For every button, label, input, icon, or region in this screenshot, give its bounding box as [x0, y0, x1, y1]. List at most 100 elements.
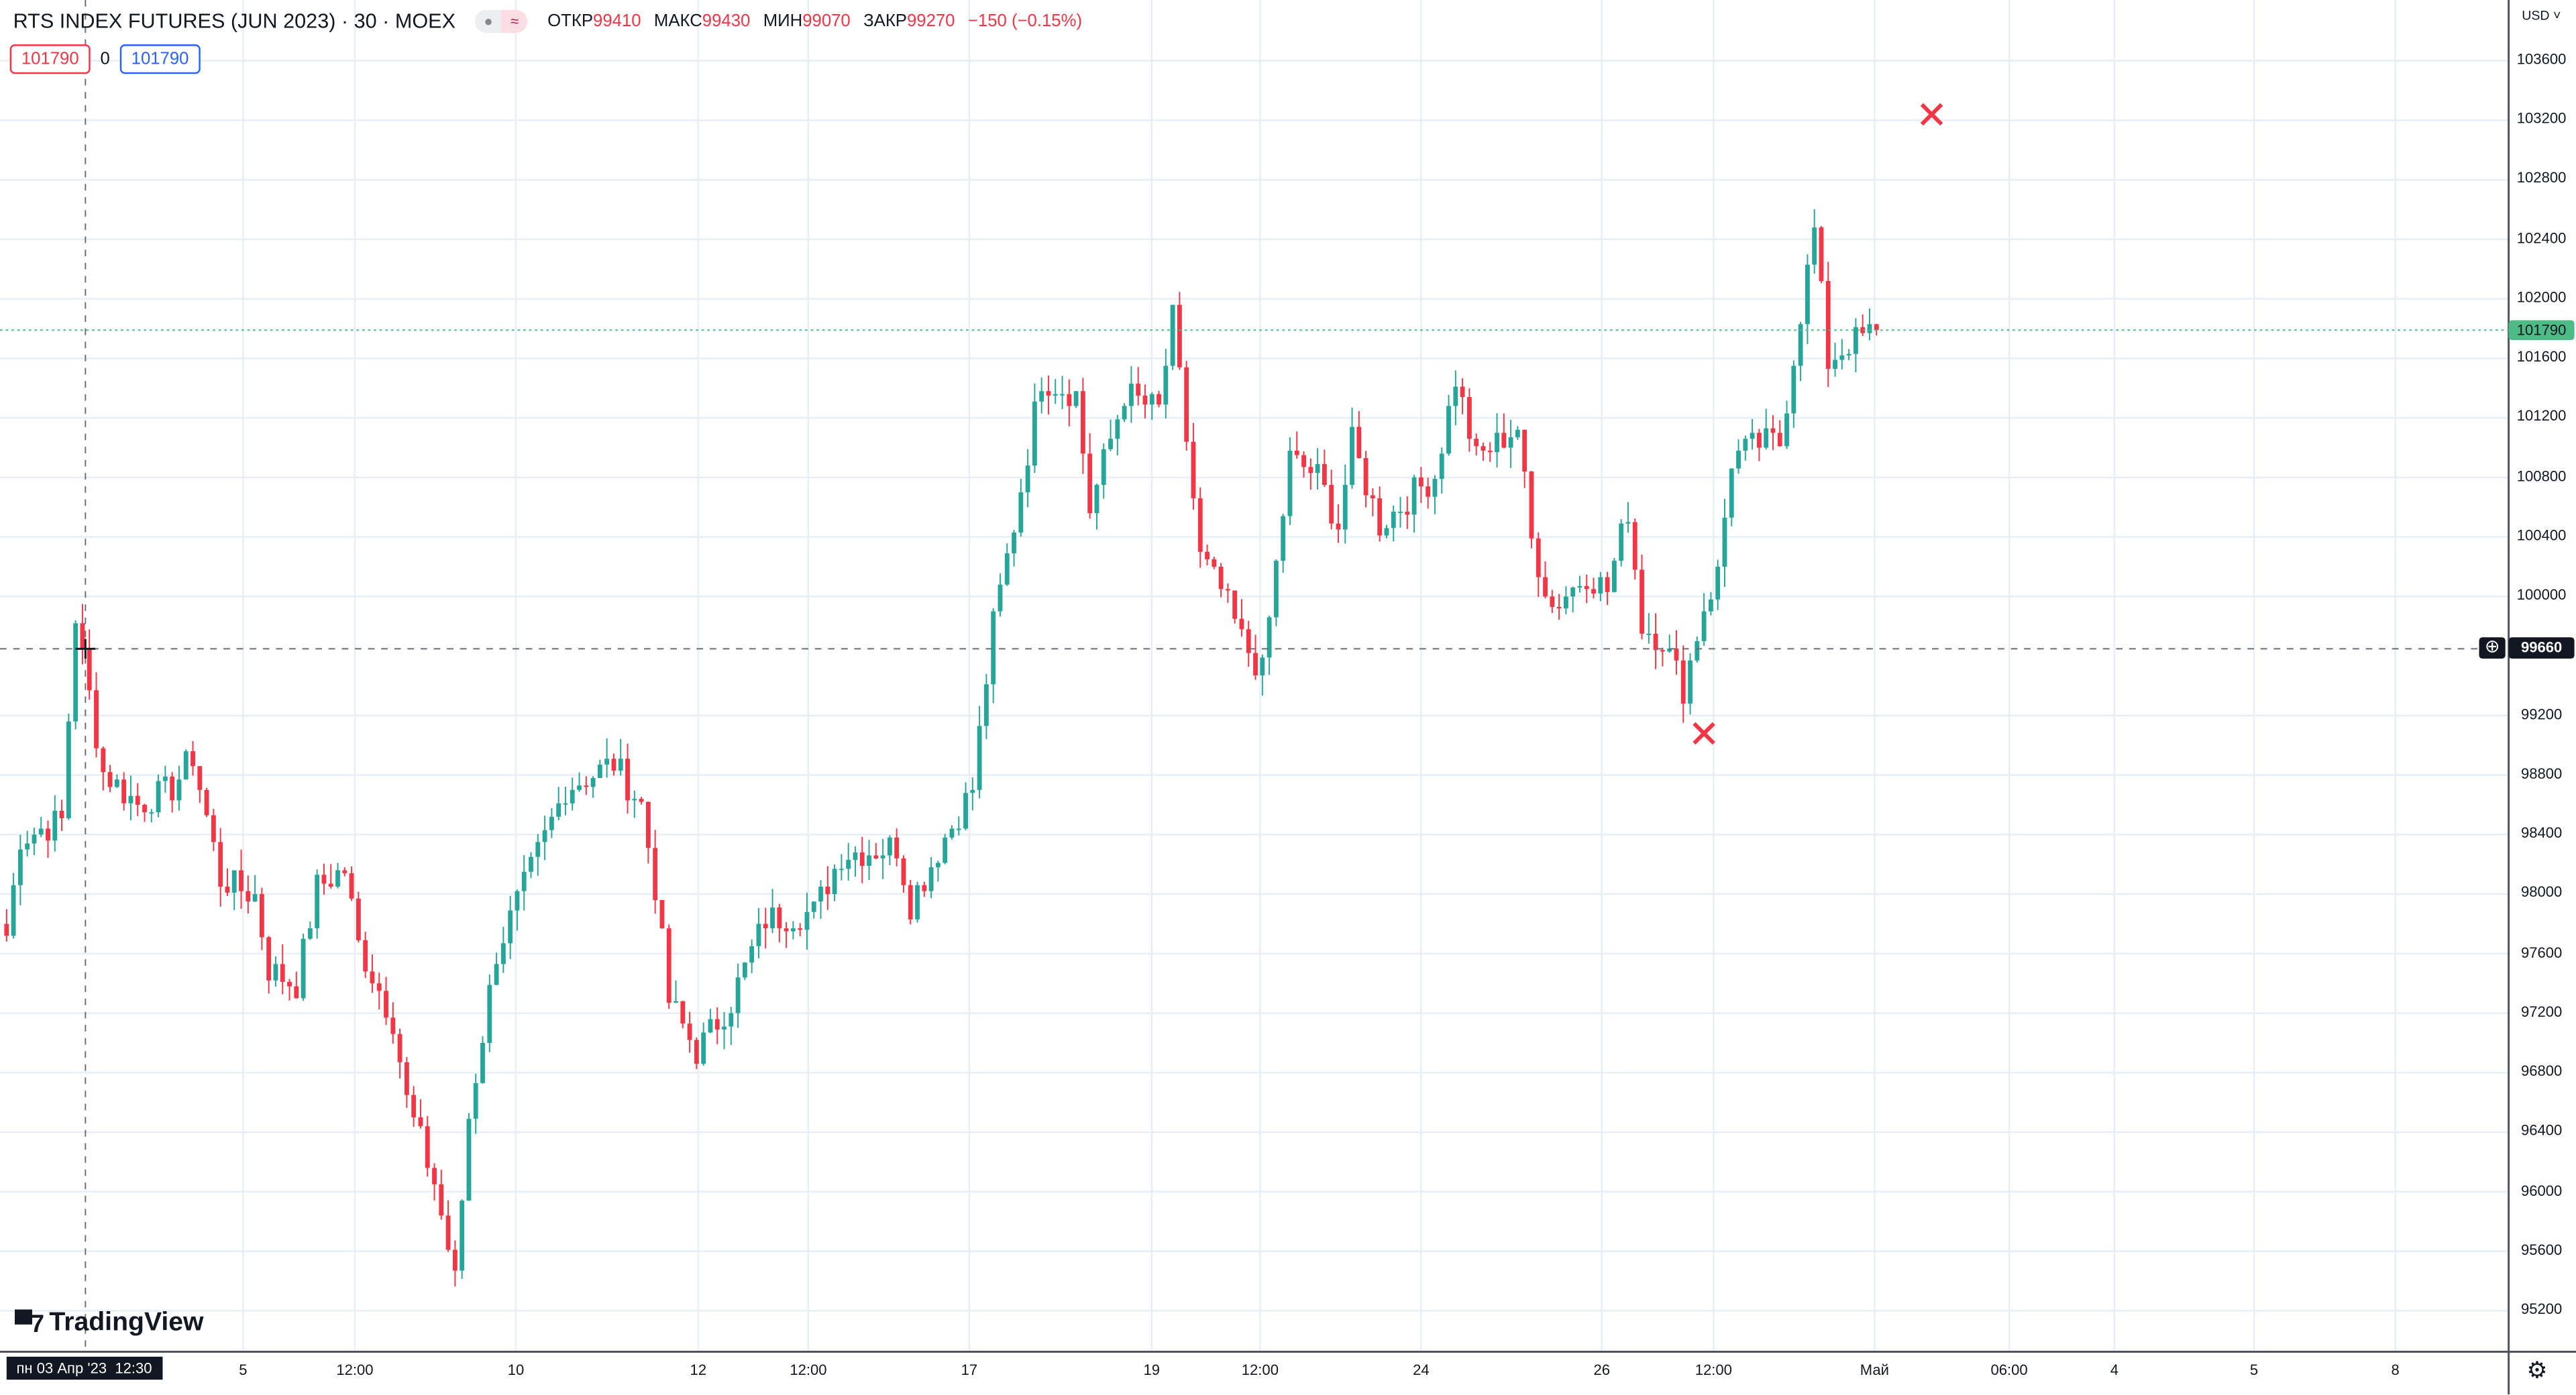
- candle-body: [1674, 649, 1679, 661]
- candle-body: [1833, 359, 1837, 369]
- candle-body: [708, 1019, 713, 1033]
- time-tick-label: Май: [1860, 1361, 1889, 1378]
- candle-body: [790, 928, 796, 932]
- candle-body: [1294, 450, 1299, 455]
- candle-body: [1591, 589, 1596, 594]
- candle-body: [1273, 561, 1279, 618]
- candle-body: [397, 1034, 402, 1062]
- candle-body: [66, 721, 71, 818]
- symbol-title[interactable]: RTS INDEX FUTURES (JUN 2023) · 30 · MOEX: [13, 9, 456, 33]
- candle-body: [1867, 324, 1872, 333]
- candle-body: [1191, 441, 1196, 498]
- candle-body: [1018, 492, 1024, 533]
- cross-marker-icon: [1693, 722, 1715, 745]
- candle-body: [625, 759, 630, 801]
- candle-body: [411, 1095, 417, 1117]
- settings-gear-icon[interactable]: ⚙: [2526, 1356, 2548, 1384]
- sell-button[interactable]: 101790: [9, 44, 91, 74]
- candle-body: [1860, 327, 1866, 333]
- candle-body: [107, 772, 113, 787]
- candle-body: [556, 803, 561, 817]
- candle-body: [32, 834, 37, 844]
- time-tick-label: 17: [961, 1361, 978, 1378]
- candle-body: [500, 943, 506, 964]
- candle-body: [1743, 439, 1748, 451]
- candle-body: [1225, 589, 1230, 591]
- candle-body: [1487, 450, 1493, 453]
- visibility-toggle[interactable]: ● ≈: [475, 9, 528, 33]
- candle-body: [742, 962, 747, 978]
- candle-body: [1460, 386, 1465, 398]
- price-tick-label: 97600: [2520, 944, 2563, 960]
- candle-body: [1170, 304, 1175, 366]
- candle-body: [1342, 484, 1348, 530]
- candle-body: [452, 1249, 458, 1271]
- candle-body: [1384, 528, 1389, 536]
- time-tick-label: 24: [1413, 1361, 1430, 1378]
- price-tick-label: 98000: [2520, 884, 2563, 901]
- candle-body: [777, 907, 782, 929]
- candle-body: [197, 766, 203, 790]
- tv-logo-icon: ▀7: [15, 1310, 44, 1338]
- open-label: ОТКР: [547, 11, 594, 32]
- candle-body: [1515, 429, 1520, 437]
- candle-body: [549, 816, 554, 830]
- candle-body: [321, 875, 327, 884]
- candle-body: [894, 837, 900, 858]
- candle-body: [52, 810, 58, 841]
- candle-body: [1060, 394, 1065, 396]
- candle-body: [1605, 577, 1610, 592]
- add-alert-icon[interactable]: ⊕: [2479, 637, 2506, 659]
- candle-body: [1529, 471, 1534, 539]
- candle-body: [1039, 391, 1044, 402]
- candle-body: [1205, 551, 1210, 559]
- buy-button[interactable]: 101790: [119, 44, 201, 74]
- currency-select[interactable]: USD ˅: [2522, 8, 2561, 23]
- time-tick-label: 12:00: [790, 1361, 827, 1378]
- time-tick-label: 12:00: [1695, 1361, 1732, 1378]
- candle-body: [11, 885, 16, 936]
- candle-body: [943, 837, 948, 863]
- candle-body: [17, 849, 23, 885]
- candle-body: [521, 871, 527, 891]
- last-price-label: 101790: [2508, 320, 2575, 340]
- candle-body: [1053, 394, 1058, 396]
- candle-body: [1715, 567, 1721, 600]
- candle-body: [1426, 486, 1431, 497]
- candle-body: [1770, 428, 1776, 433]
- candle-body: [1197, 498, 1203, 552]
- candle-body: [1149, 394, 1155, 405]
- candle-body: [1405, 511, 1410, 515]
- candle-body: [1418, 477, 1424, 487]
- candle-body: [1756, 433, 1762, 448]
- candle-body: [1439, 453, 1444, 480]
- candle-body: [466, 1119, 472, 1201]
- candle-body: [1625, 522, 1631, 524]
- candle-body: [1136, 384, 1141, 396]
- candle-body: [832, 869, 837, 895]
- candle-body: [639, 799, 644, 802]
- high-label: МАКС: [653, 11, 702, 32]
- candle-body: [1115, 419, 1120, 439]
- tradingview-logo[interactable]: ▀7 TradingView: [15, 1309, 203, 1339]
- candle-body: [811, 901, 816, 912]
- candle-body: [1501, 433, 1507, 448]
- candle-body: [183, 751, 189, 780]
- candle-body: [1825, 280, 1831, 369]
- candle-body: [729, 1013, 734, 1027]
- price-tick-label: 103200: [2516, 110, 2567, 127]
- candle-body: [1232, 590, 1238, 619]
- candle-body: [487, 985, 492, 1044]
- candle-body: [998, 584, 1003, 612]
- candle-body: [25, 843, 30, 850]
- candle-body: [1688, 660, 1693, 704]
- candle-body: [577, 785, 582, 790]
- candle-body: [149, 812, 154, 814]
- wave-icon: ≈: [501, 9, 528, 33]
- candle-body: [156, 781, 161, 813]
- price-tick-label: 95600: [2520, 1241, 2563, 1258]
- candle-body: [1632, 522, 1638, 570]
- candle-body: [1067, 394, 1072, 406]
- candle-body: [1377, 498, 1383, 536]
